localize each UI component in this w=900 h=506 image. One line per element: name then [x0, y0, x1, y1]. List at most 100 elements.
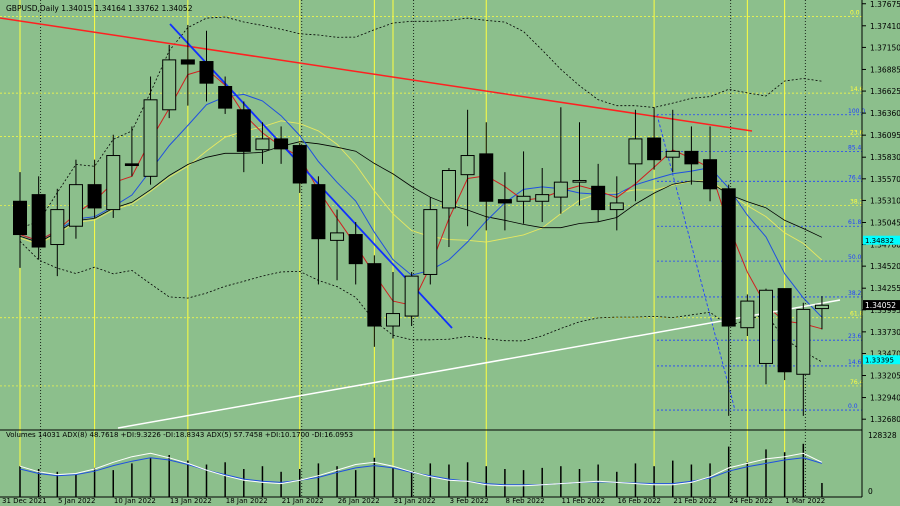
cyan-price-tag-label: 1.34832 — [865, 237, 894, 245]
price-tick-label: 1.35830 — [870, 153, 900, 162]
bearish-candle — [13, 200, 27, 236]
price-tick-label: 1.33470 — [870, 349, 900, 358]
date-axis: 31 Dec 2021 5 Jan 2022 10 Jan 2022 13 Jan 2… — [2, 497, 825, 505]
bearish-candle — [348, 234, 363, 265]
date-tick-label: 11 Feb 2022 — [562, 497, 606, 505]
date-tick-label: 31 Jan 2022 — [394, 497, 436, 505]
bearish-candle — [180, 59, 195, 65]
bearish-candle — [703, 159, 718, 190]
bullish-candle — [665, 150, 680, 158]
fib-level-label: 14.6 — [848, 359, 862, 366]
bullish-candle — [423, 209, 438, 275]
cyan-price-tag — [863, 355, 900, 365]
bearish-candle — [591, 185, 606, 211]
fib-level-label: 61.8 — [848, 219, 862, 226]
date-tick-label: 5 Jan 2022 — [58, 497, 96, 505]
price-tick-label: 1.36625 — [870, 87, 900, 96]
bearish-candle — [199, 61, 214, 84]
bullish-candle — [460, 155, 475, 176]
price-tick-label: 1.32940 — [870, 394, 900, 403]
bullish-candle — [535, 194, 550, 202]
date-tick-label: 16 Feb 2022 — [617, 497, 661, 505]
bearish-candle — [647, 137, 662, 161]
adx-white-line — [19, 452, 823, 487]
date-tick-label: 21 Jan 2022 — [282, 497, 324, 505]
bearish-candle — [367, 263, 382, 327]
yellow-ma-line — [19, 120, 823, 261]
indicator-axis-top: 128328 — [868, 431, 897, 440]
bullish-candle — [516, 195, 531, 202]
bullish-candle — [441, 170, 456, 209]
fib-level-label: 23.6 — [850, 129, 864, 136]
cyan-price-tag — [863, 235, 900, 245]
date-tick-label: 10 Jan 2022 — [114, 497, 156, 505]
current-price-label: 1.34052 — [865, 301, 896, 310]
date-tick-label: 18 Jan 2022 — [226, 497, 268, 505]
price-tick-label: 1.33205 — [870, 372, 900, 381]
bullish-candle — [330, 232, 345, 241]
price-tick-label: 1.35310 — [870, 196, 900, 205]
fib-level-label: 14.6 — [850, 86, 864, 93]
bearish-candle — [479, 153, 494, 202]
fib-level-label: 38.2 — [848, 290, 862, 297]
bullish-candle — [796, 308, 811, 375]
fib-level-label: 0.0 — [848, 403, 858, 410]
bearish-candle — [777, 288, 792, 373]
bollinger-lower-line — [19, 240, 823, 363]
price-tick-label: 1.36885 — [870, 65, 900, 74]
bullish-candle — [609, 202, 624, 211]
price-tick-label: 1.34780 — [870, 241, 900, 250]
red-trend-line — [0, 17, 753, 132]
date-tick-label: 8 Feb 2022 — [506, 497, 545, 505]
price-tick-label: 1.37675 — [870, 0, 900, 9]
bearish-candle — [311, 184, 326, 240]
bearish-candle — [292, 145, 307, 184]
fib-level-label: 0.0 — [850, 10, 860, 17]
fib-level-label: 61.8 — [850, 311, 864, 318]
date-tick-label: 31 Dec 2021 — [2, 497, 47, 505]
bullish-candle — [404, 275, 419, 317]
fib-level-label: 23.6 — [848, 333, 862, 340]
current-price-tag — [863, 300, 900, 311]
black-ma-line — [19, 141, 823, 243]
price-tick-label: 1.34520 — [870, 262, 900, 271]
bearish-candle — [684, 150, 699, 165]
bullish-candle — [50, 209, 65, 246]
price-tick-label: 1.37410 — [870, 22, 900, 31]
bollinger-upper-line — [19, 16, 822, 229]
price-tick-label: 1.34255 — [870, 284, 900, 293]
fib-level-label: 76.4 — [848, 174, 862, 181]
fib-projection-line — [656, 114, 736, 411]
bullish-candle — [162, 59, 177, 111]
bearish-candle — [497, 199, 512, 204]
bearish-candle — [124, 163, 139, 167]
cyan-price-tag-label: 1.33395 — [865, 357, 894, 365]
bearish-candle — [87, 184, 102, 209]
fib-level-label: 85.4 — [848, 144, 862, 151]
price-tick-label: 1.35045 — [870, 218, 900, 227]
bearish-candle — [236, 109, 251, 152]
price-tick-label: 1.33995 — [870, 306, 900, 315]
bearish-candle — [274, 138, 289, 150]
bullish-candle — [68, 184, 83, 227]
date-tick-label: 21 Feb 2022 — [673, 497, 717, 505]
price-tick-label: 1.35570 — [870, 175, 900, 184]
price-tick-label: 1.36095 — [870, 131, 900, 140]
date-tick-label: 3 Feb 2022 — [450, 497, 489, 505]
date-tick-label: 24 Feb 2022 — [729, 497, 773, 505]
price-tick-label: 1.36360 — [870, 109, 900, 118]
date-tick-label: 26 Jan 2022 — [338, 497, 380, 505]
bearish-candle — [31, 194, 46, 248]
bullish-candle — [553, 181, 568, 198]
indicator-label: Volumes 14031 ADX(8) 48.7618 +DI:9.3226 … — [6, 431, 353, 439]
fib-level-label: 76.4 — [850, 379, 864, 386]
fib-level-label: 100.0 — [848, 108, 865, 115]
bullish-candle — [628, 138, 643, 165]
indicator-panel — [19, 443, 823, 497]
bullish-candle — [386, 313, 400, 327]
fibonacci-levels: 100.0 85.4 76.4 61.8 50.0 38.2 23.6 14.6 0.0 0.0 1… — [0, 10, 865, 411]
bullish-candle — [814, 304, 829, 310]
